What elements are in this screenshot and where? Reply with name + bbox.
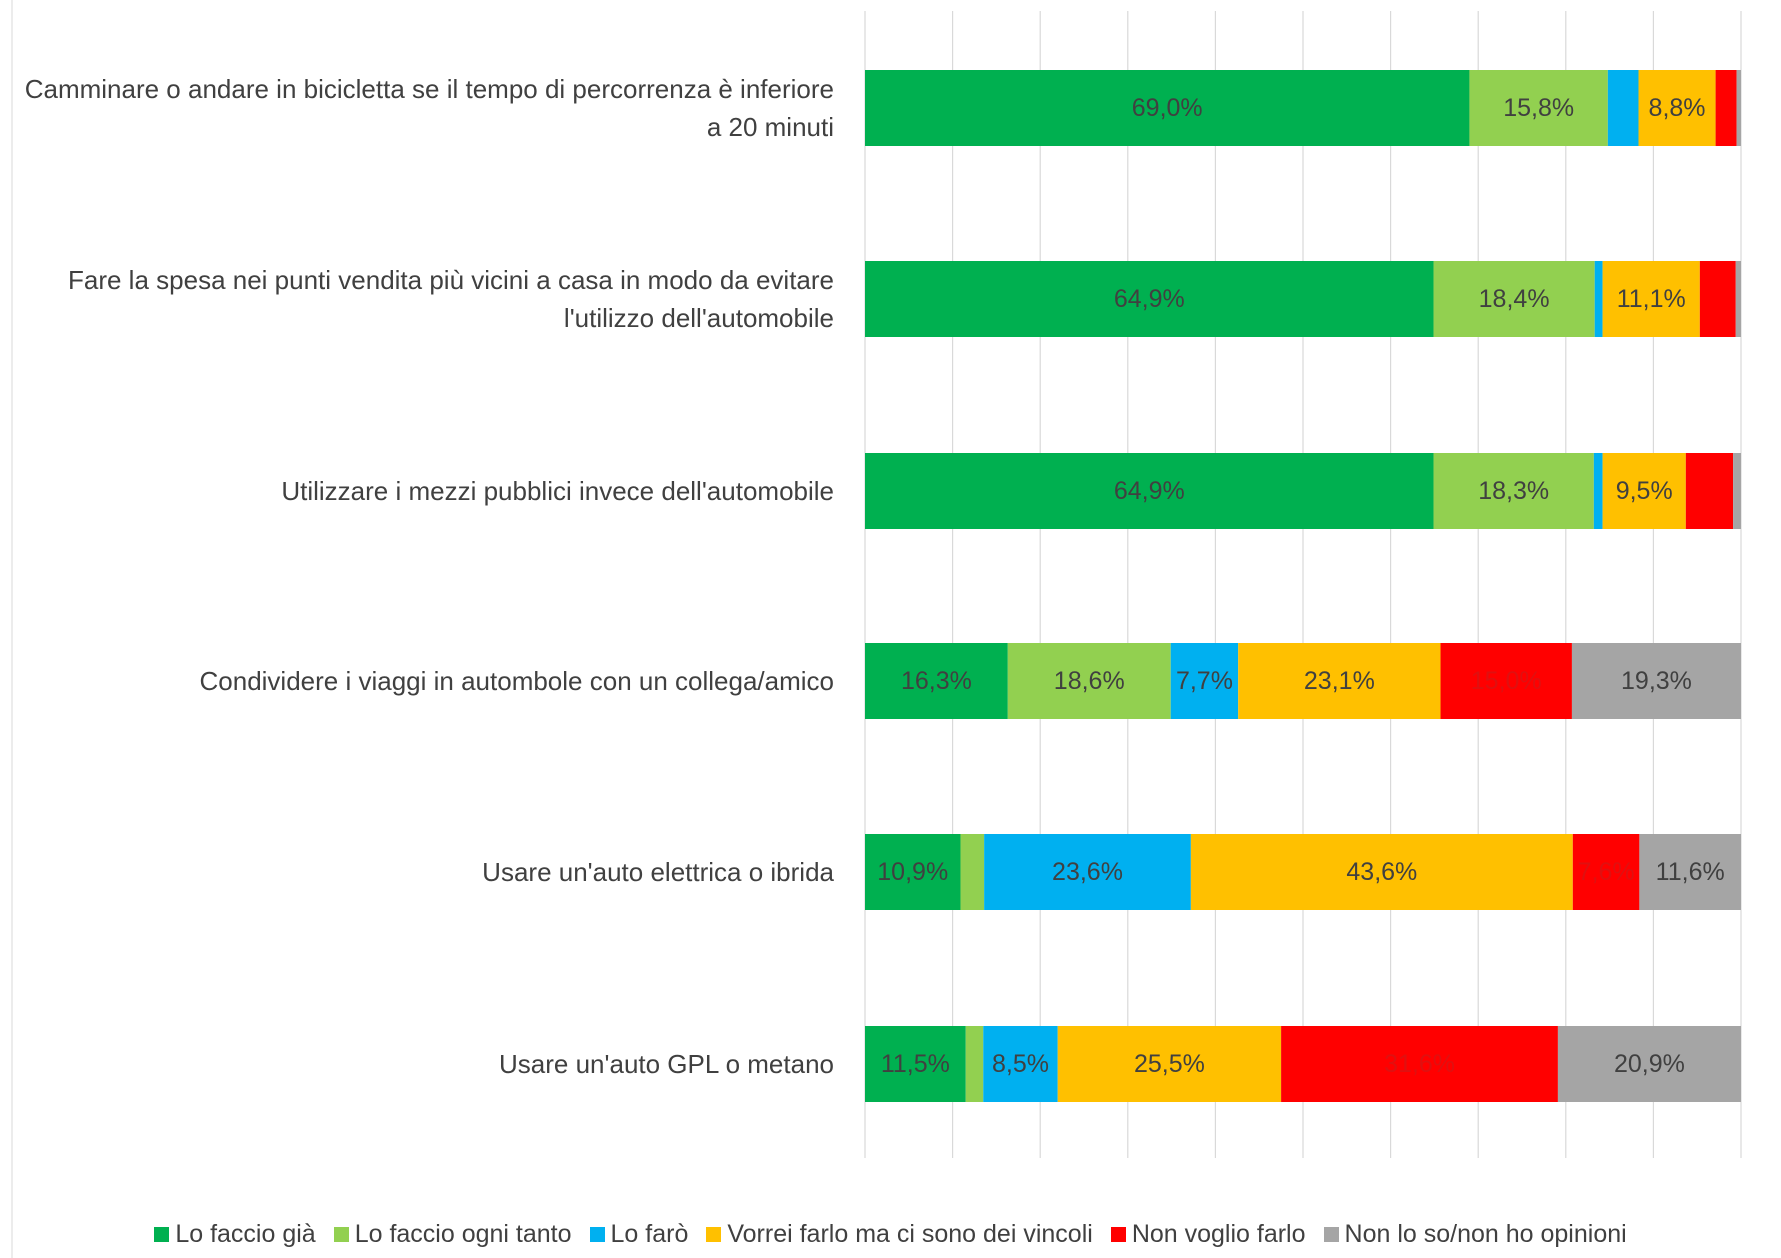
value-label: 11,5%: [881, 1050, 950, 1078]
bar-segment: [1733, 453, 1741, 529]
bar-segment: [1594, 261, 1603, 337]
bar-segment: [1699, 261, 1736, 337]
legend-swatch: [706, 1227, 722, 1242]
legend-label: Vorrei farlo ma ci sono dei vincoli: [727, 1220, 1093, 1248]
value-label: 23,6%: [1052, 858, 1123, 886]
bar-segment: [1571, 643, 1741, 719]
bar-segment: [1440, 643, 1572, 719]
legend-label: Non voglio farlo: [1131, 1220, 1306, 1248]
bar-segment: [1433, 453, 1594, 529]
bar-segment: [1715, 70, 1737, 146]
bar-segment: [865, 453, 1434, 529]
bar-segment: [1057, 1026, 1282, 1102]
value-label: 8,8%: [1649, 94, 1706, 122]
bar-segment: [1281, 1026, 1558, 1102]
bar-segment: [1607, 70, 1639, 146]
bar-segment: [1736, 70, 1741, 146]
category-label: Camminare o andare in bicicletta se il t…: [24, 74, 834, 142]
value-label: 20,9%: [1614, 1050, 1685, 1078]
value-label: 8,5%: [992, 1050, 1049, 1078]
legend-item: Non lo so/non ho opinioni: [1323, 1220, 1627, 1249]
bar-segment: [865, 1026, 966, 1102]
value-label: 43,6%: [1346, 858, 1417, 886]
legend-label: Non lo so/non ho opinioni: [1344, 1220, 1627, 1248]
value-label: 31,6%: [1384, 1050, 1455, 1078]
bar-segment: [1190, 834, 1573, 910]
bar-segment: [1433, 261, 1595, 337]
category-label: Utilizzare i mezzi pubblici invece dell'…: [281, 476, 834, 506]
legend-label: Lo farò: [610, 1220, 689, 1248]
value-label: 18,6%: [1054, 667, 1125, 695]
bar-segment: [1685, 453, 1734, 529]
legend-swatch: [333, 1227, 349, 1242]
legend-swatch: [589, 1227, 605, 1242]
bar-segment: [983, 1026, 1058, 1102]
value-label: 10,9%: [877, 858, 948, 886]
value-label: 18,4%: [1479, 285, 1550, 313]
value-label: 25,5%: [1134, 1050, 1205, 1078]
legend-item: Non voglio farlo: [1110, 1220, 1306, 1249]
bar-segment: [1639, 834, 1741, 910]
value-label: 23,1%: [1304, 667, 1375, 695]
value-label: 11,1%: [1617, 285, 1686, 313]
value-label: 15,0%: [1471, 667, 1542, 695]
bar-segment: [965, 1026, 984, 1102]
bar-segment: [1469, 70, 1608, 146]
bar-segment: [1170, 643, 1239, 719]
bar-segment: [1007, 643, 1171, 719]
category-label: Condividere i viaggi in autombole con un…: [199, 666, 835, 696]
legend-swatch: [1110, 1227, 1126, 1242]
bar-segment: [1238, 643, 1441, 719]
legend-label: Lo faccio ogni tanto: [354, 1220, 572, 1248]
bar-segment: [865, 261, 1434, 337]
value-label: 69,0%: [1132, 94, 1203, 122]
bar-segment: [960, 834, 985, 910]
bar-segment: [1557, 1026, 1741, 1102]
bar-segment: [865, 643, 1008, 719]
value-label: 64,9%: [1114, 477, 1185, 505]
legend-item: Lo faccio già: [154, 1220, 316, 1249]
category-label: Usare un'auto elettrica o ibrida: [482, 857, 834, 887]
value-label: 18,3%: [1478, 477, 1549, 505]
value-label: 16,3%: [901, 667, 972, 695]
value-label: 15,8%: [1503, 94, 1574, 122]
category-label: Fare la spesa nei punti vendita più vici…: [68, 265, 834, 333]
value-label: 7,7%: [1176, 667, 1233, 695]
bar-segment: [865, 70, 1470, 146]
legend-swatch: [154, 1227, 170, 1242]
value-label: 9,5%: [1616, 477, 1673, 505]
value-label: 64,9%: [1114, 285, 1185, 313]
legend: Lo faccio già Lo faccio ogni tanto Lo farò…: [0, 1220, 1781, 1249]
bar-segment: [1638, 70, 1716, 146]
category-label: Usare un'auto GPL o metano: [499, 1049, 834, 1079]
bar-segment: [1593, 453, 1603, 529]
bar-segment: [1602, 453, 1686, 529]
legend-item: Vorrei farlo ma ci sono dei vincoli: [706, 1220, 1093, 1249]
value-label: 19,3%: [1621, 667, 1692, 695]
bar-segment: [1572, 834, 1640, 910]
bar-segment: [1602, 261, 1700, 337]
legend-item: Lo farò: [589, 1220, 689, 1249]
bar-segment: [1735, 261, 1741, 337]
legend-item: Lo faccio ogni tanto: [333, 1220, 572, 1249]
value-label: 11,6%: [1656, 858, 1725, 886]
legend-label: Lo faccio già: [175, 1220, 316, 1248]
bar-segment: [984, 834, 1191, 910]
legend-swatch: [1323, 1227, 1339, 1242]
bar-segment: [865, 834, 961, 910]
value-label: 7,6%: [1578, 858, 1635, 886]
